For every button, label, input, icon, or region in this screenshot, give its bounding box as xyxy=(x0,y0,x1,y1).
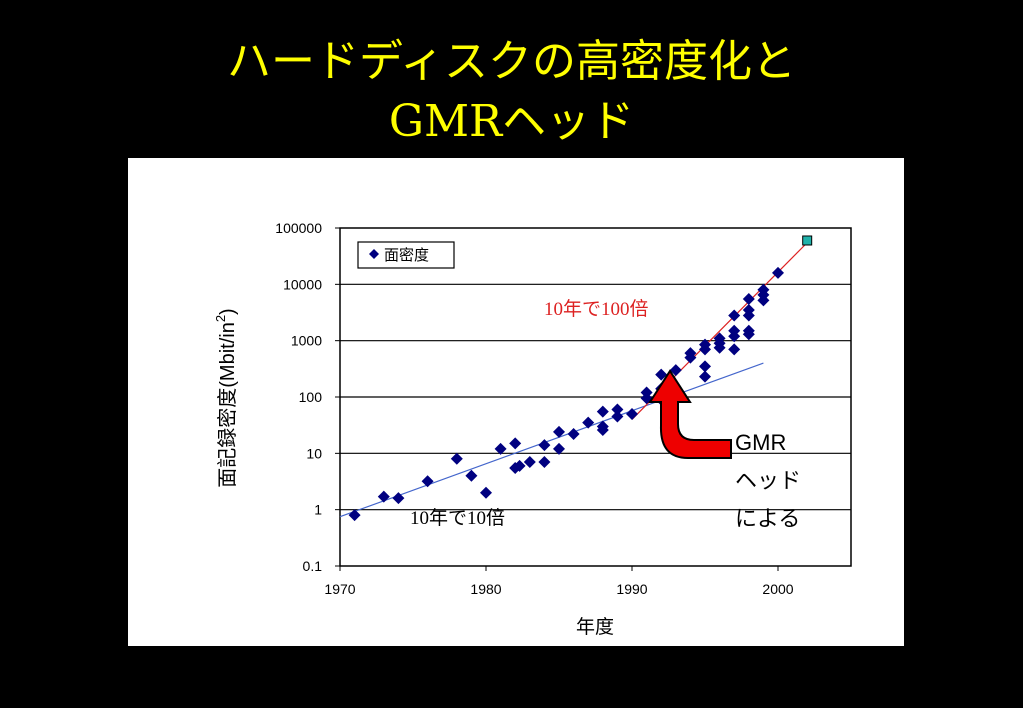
y-axis-label: 面記録密度(Mbit/in2) xyxy=(213,308,239,487)
x-tick-label: 1970 xyxy=(324,581,355,597)
data-point xyxy=(655,368,668,381)
slide-title-line2: GMRヘッド xyxy=(388,96,635,147)
svg-text:面記録密度(Mbit/in2): 面記録密度(Mbit/in2) xyxy=(213,308,239,487)
data-point xyxy=(728,309,741,322)
y-tick-label: 10 xyxy=(306,445,322,461)
x-tick-label: 1980 xyxy=(470,581,501,597)
data-point xyxy=(728,330,741,343)
data-point xyxy=(742,309,755,322)
data-point xyxy=(538,439,551,452)
y-axis-label-close: ) xyxy=(217,308,239,315)
data-point xyxy=(742,292,755,305)
projection-point xyxy=(802,235,813,246)
data-point xyxy=(538,456,551,469)
x-tick-label: 1990 xyxy=(616,581,647,597)
x-axis-label: 年度 xyxy=(576,616,614,638)
data-point xyxy=(523,456,536,469)
data-point xyxy=(596,405,609,418)
annotation-line-3: による xyxy=(735,506,800,531)
data-point xyxy=(582,416,595,429)
gmr-arrow-icon xyxy=(648,369,732,459)
data-point xyxy=(626,407,638,420)
data-point xyxy=(772,266,784,279)
data-point xyxy=(684,347,697,360)
legend-label: 面密度 xyxy=(384,247,429,264)
data-point xyxy=(553,425,565,438)
density-chart: 0.1 1 10 100 1000 10000 100000 1970 1980 1990 200… xyxy=(213,220,852,638)
y-axis-label-sup: 2 xyxy=(213,315,228,322)
chart-panel: 0.1 1 10 100 1000 10000 100000 1970 1980 1990 200… xyxy=(128,158,904,646)
data-point xyxy=(480,486,492,499)
data-point xyxy=(611,403,624,416)
data-point xyxy=(699,370,711,383)
data-point xyxy=(421,475,434,488)
data-point xyxy=(377,490,390,503)
annotation-line-1: GMR xyxy=(735,430,786,455)
y-tick-label: 100 xyxy=(299,389,323,405)
slow-trend-label: 10年で10倍 xyxy=(410,507,505,529)
y-tick-label: 1 xyxy=(314,502,322,518)
slow-trend-line xyxy=(339,362,764,518)
legend-marker-diamond-icon xyxy=(369,249,379,259)
data-point xyxy=(669,364,682,377)
y-axis-label-main: 面記録密度(Mbit/in xyxy=(216,322,239,488)
data-point xyxy=(509,437,522,450)
data-point xyxy=(450,452,463,465)
data-points xyxy=(348,235,813,522)
data-point xyxy=(494,442,507,455)
x-tick-labels: 1970 1980 1990 2000 xyxy=(324,581,793,597)
data-point xyxy=(611,410,624,423)
y-tick-label: 1000 xyxy=(291,333,322,349)
data-point xyxy=(742,328,755,341)
fast-trend-label: 10年で100倍 xyxy=(544,298,649,320)
x-tick-label: 2000 xyxy=(762,581,793,597)
data-point xyxy=(596,423,609,436)
data-point xyxy=(757,294,770,307)
grid-lines xyxy=(335,227,851,571)
data-point xyxy=(728,343,741,356)
data-point xyxy=(713,341,726,354)
data-point xyxy=(513,459,526,472)
data-point xyxy=(348,509,361,522)
slide-title-line1: ハードディスクの高密度化と xyxy=(227,36,796,87)
data-point xyxy=(567,428,580,441)
y-tick-label: 100000 xyxy=(275,220,322,236)
data-point xyxy=(392,492,405,505)
annotation-line-2: ヘッド xyxy=(735,468,801,493)
data-point xyxy=(553,442,565,455)
y-tick-label: 0.1 xyxy=(303,558,323,574)
data-point xyxy=(699,343,711,356)
legend: 面密度 xyxy=(357,241,455,269)
y-tick-labels: 0.1 1 10 100 1000 10000 100000 xyxy=(275,220,322,574)
data-point xyxy=(699,360,711,373)
y-tick-label: 10000 xyxy=(283,276,322,292)
data-point xyxy=(465,469,478,482)
